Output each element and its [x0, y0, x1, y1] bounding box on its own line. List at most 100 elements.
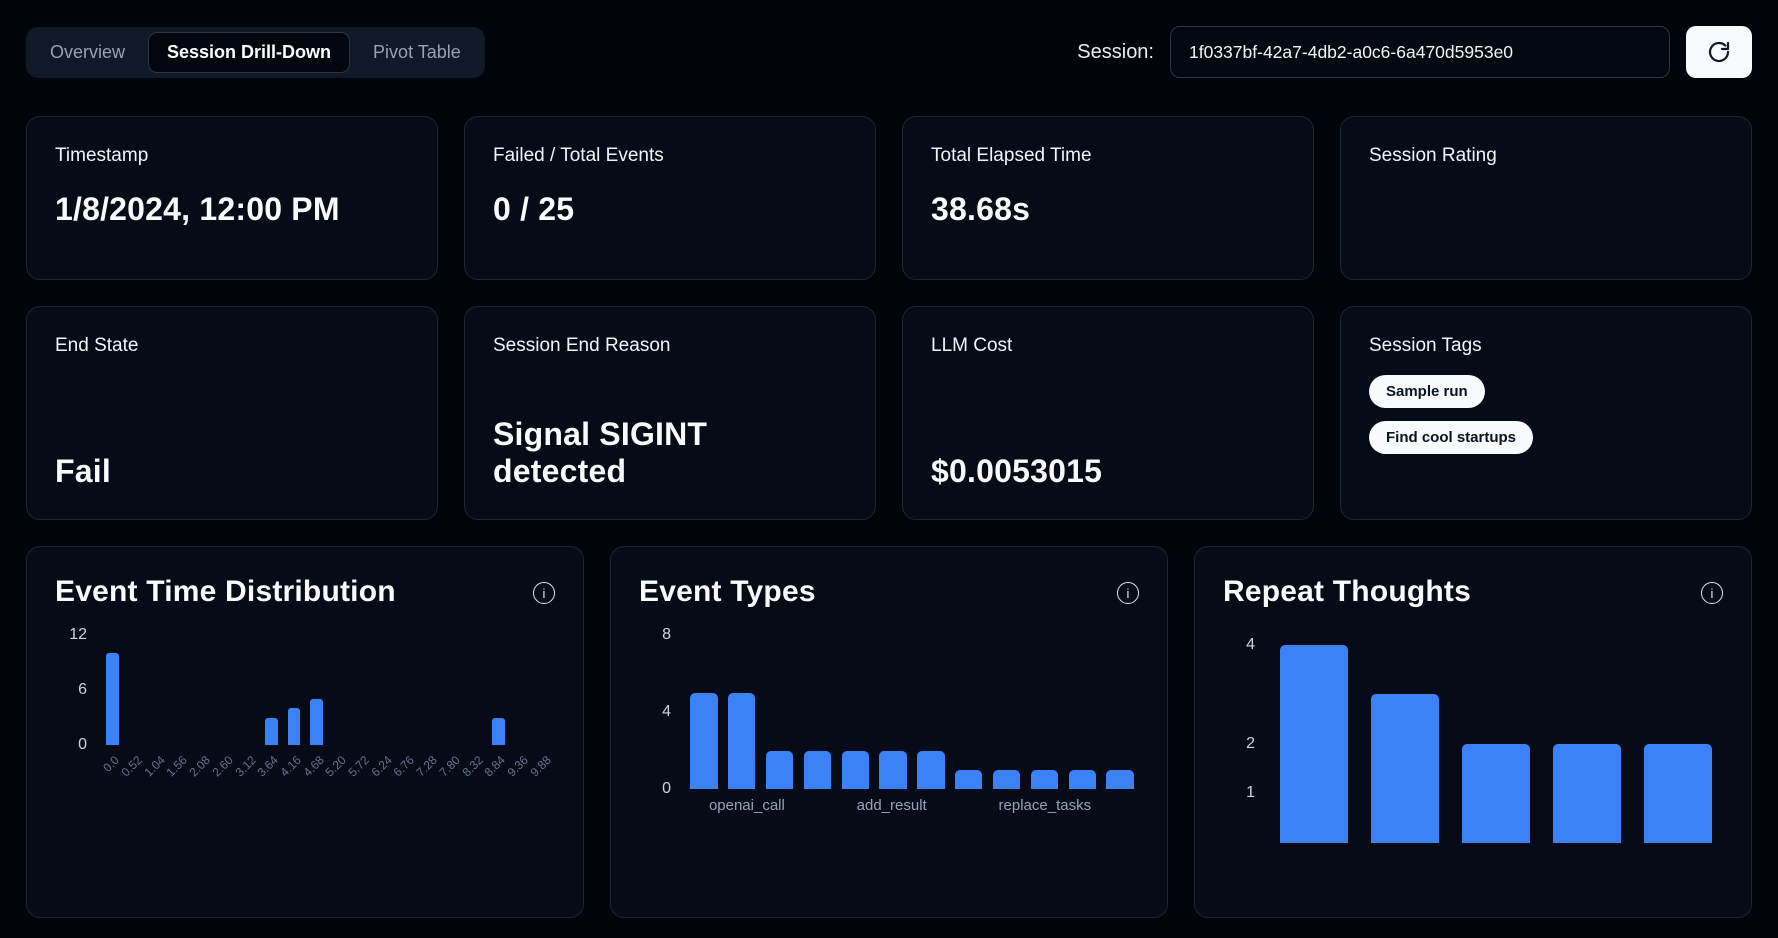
bar — [917, 750, 945, 789]
chart-title: Event Types — [639, 575, 816, 608]
y-axis: 0 4 8 — [639, 626, 685, 797]
stat-title: Session Rating — [1369, 145, 1497, 166]
bar — [765, 750, 794, 789]
x-tick-label — [1091, 797, 1115, 814]
charts-row: Event Time Distribution i 0 6 12 0.0 0.52 1.… — [26, 546, 1752, 918]
bar — [1643, 743, 1712, 843]
stat-value: 0 / 25 — [493, 191, 575, 227]
stat-title: Total Elapsed Time — [931, 145, 1092, 166]
stat-card-end-state: End State Fail — [26, 306, 438, 520]
bar — [310, 699, 323, 745]
info-icon[interactable]: i — [1701, 582, 1723, 604]
x-tick-label — [951, 797, 975, 814]
stat-title: Session End Reason — [493, 335, 671, 356]
bar — [728, 692, 756, 789]
bar-slot — [124, 635, 147, 745]
stat-card-llm-cost: LLM Cost $0.0053015 — [902, 306, 1314, 520]
bar-slot — [798, 635, 836, 789]
bar — [1106, 769, 1134, 789]
x-tick-label: 5.72 — [345, 753, 372, 780]
bar — [803, 750, 832, 789]
session-dashboard: Overview Session Drill-Down Pivot Table … — [26, 26, 1752, 918]
bar-slot — [723, 635, 761, 789]
tab-overview[interactable]: Overview — [31, 32, 144, 73]
info-icon[interactable]: i — [1117, 582, 1139, 604]
stat-value: 38.68s — [931, 191, 1031, 227]
info-icon[interactable]: i — [533, 582, 555, 604]
bar — [1461, 743, 1531, 843]
bar-slot — [419, 635, 442, 745]
stat-cards-row-1: Timestamp 1/8/2024, 12:00 PM Failed / To… — [26, 116, 1752, 280]
x-axis-labels: openai_call add_result replace_tasks — [685, 797, 1139, 814]
x-tick-label: 0.52 — [118, 753, 145, 780]
x-tick-label: openai_call — [708, 797, 785, 814]
bar-chart-plot: 0 4 8 — [639, 626, 1139, 797]
y-axis: 0 6 12 — [55, 626, 101, 753]
chart-title: Repeat Thoughts — [1223, 575, 1471, 608]
x-tick-label — [975, 797, 999, 814]
stat-cards-row-2: End State Fail Session End Reason Signal… — [26, 306, 1752, 520]
x-tick-label — [833, 797, 857, 814]
bar-slot — [532, 635, 555, 745]
stat-title: Timestamp — [55, 145, 149, 166]
stat-value: Signal SIGINT detected — [493, 415, 708, 490]
bar-slot — [1632, 635, 1723, 843]
tab-pivot-table[interactable]: Pivot Table — [354, 32, 480, 73]
bar-slot — [1360, 635, 1451, 843]
bar-slot — [1451, 635, 1542, 843]
x-tick-label — [809, 797, 833, 814]
bar-slot — [215, 635, 238, 745]
y-tick-label: 6 — [78, 681, 87, 698]
bar-slot — [1541, 635, 1632, 843]
bar — [841, 750, 869, 789]
chart-repeat-thoughts: Repeat Thoughts i 1 2 4 — [1194, 546, 1752, 918]
bar-chart-plot: 0 6 12 — [55, 626, 555, 753]
bar-slot — [912, 635, 950, 789]
x-tick-label: add_result — [856, 797, 927, 814]
bar-slot — [283, 635, 306, 745]
bar-slot — [396, 635, 419, 745]
bar-slot — [1025, 635, 1063, 789]
bar-slot — [192, 635, 215, 745]
x-tick-label: 6.76 — [390, 753, 418, 780]
x-tick-label: 2.60 — [209, 753, 236, 780]
x-tick-label: 0.0 — [100, 753, 123, 775]
bar-slot — [836, 635, 874, 789]
x-tick-label: 9.88 — [527, 753, 554, 780]
bar — [879, 750, 907, 789]
y-tick-label: 12 — [69, 626, 87, 643]
x-tick-label: 4.68 — [300, 753, 327, 780]
x-tick-label: 8.32 — [459, 753, 486, 780]
bar-slot — [761, 635, 799, 789]
bar — [955, 769, 983, 789]
bar-slot — [950, 635, 988, 789]
stat-card-failed-total-events: Failed / Total Events 0 / 25 — [464, 116, 876, 280]
bar-slot — [685, 635, 723, 789]
x-tick-label — [1115, 797, 1139, 814]
session-selector: Session: — [1077, 26, 1752, 78]
session-tag: Sample run — [1369, 375, 1485, 408]
y-axis: 1 2 4 — [1223, 635, 1269, 843]
bar-slot — [146, 635, 169, 745]
stat-title: Failed / Total Events — [493, 145, 664, 166]
x-tick-label — [927, 797, 951, 814]
bar — [992, 769, 1021, 789]
x-tick-label: 8.84 — [481, 753, 509, 780]
session-id-input[interactable] — [1170, 26, 1670, 78]
bars-area — [685, 635, 1139, 789]
bar-slot — [874, 635, 912, 789]
y-tick-label: 4 — [1246, 635, 1255, 653]
stat-card-session-end-reason: Session End Reason Signal SIGINT detecte… — [464, 306, 876, 520]
tab-session-drill-down[interactable]: Session Drill-Down — [148, 31, 351, 73]
stat-title: Session Tags — [1369, 335, 1482, 356]
bars-area — [101, 635, 555, 745]
bar-slot — [442, 635, 465, 745]
bar-slot — [305, 635, 328, 745]
bar — [1068, 769, 1096, 789]
tab-bar: Overview Session Drill-Down Pivot Table — [26, 26, 485, 78]
refresh-button[interactable] — [1686, 26, 1752, 78]
stat-value: 1/8/2024, 12:00 PM — [55, 191, 340, 227]
header: Overview Session Drill-Down Pivot Table … — [26, 26, 1752, 78]
stat-title: End State — [55, 335, 139, 356]
bar-slot — [1269, 635, 1360, 843]
